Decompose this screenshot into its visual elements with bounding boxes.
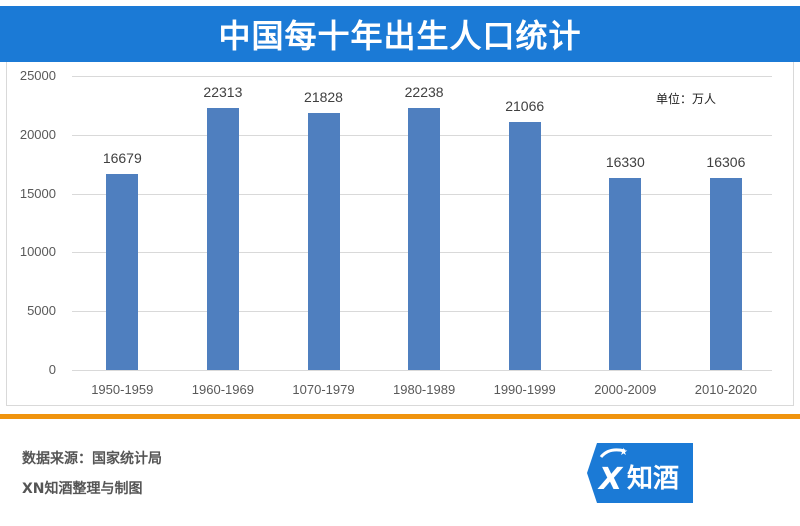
y-axis-tick-label: 0 — [48, 362, 56, 377]
y-axis-tick-label: 20000 — [19, 126, 56, 142]
bar-value-label: 22238 — [404, 84, 444, 101]
gridline — [72, 76, 772, 77]
bar — [609, 177, 642, 370]
bar-value-label: 21828 — [304, 89, 343, 106]
x-axis-tick-label: 2000-2009 — [594, 382, 657, 397]
bar-value-label: 16679 — [102, 149, 142, 166]
chart-title-banner: 中国每十年出生人口统计 — [0, 6, 800, 62]
bar-value-label: 22313 — [203, 83, 243, 100]
bar — [106, 173, 139, 370]
page-title: 中国每十年出生人口统计 — [218, 17, 582, 55]
x-axis-tick-label: 2010-2020 — [694, 382, 757, 397]
divider-line — [0, 414, 800, 419]
x-axis-tick-label: 1950-1959 — [91, 382, 154, 397]
bar-value-label: 16330 — [605, 153, 645, 170]
logo-icon: ★ X 知酒 — [587, 443, 693, 503]
x-axis-tick-label: 1980-1989 — [393, 382, 456, 397]
gridline — [72, 370, 772, 371]
y-axis-tick-label: 25000 — [19, 68, 56, 83]
source-text: 数据来源：国家统计局 — [22, 451, 162, 467]
unit-label: 单位：万人 — [656, 92, 717, 106]
bar — [206, 107, 239, 370]
bar-value-label: 21066 — [505, 98, 545, 115]
bar — [408, 108, 441, 370]
x-axis-tick-label: 1070-1979 — [292, 382, 355, 397]
y-axis-tick-label: 10000 — [19, 244, 56, 260]
bar — [709, 178, 742, 370]
zhijiu-logo: ★ X 知酒 — [585, 441, 695, 505]
bar — [508, 122, 541, 370]
bar — [307, 113, 340, 370]
bar-value-label: 16306 — [706, 154, 746, 171]
y-axis-tick-label: 15000 — [19, 185, 56, 201]
x-axis-tick-label: 1960-1969 — [191, 382, 254, 397]
svg-text:X: X — [597, 462, 624, 497]
svg-text:★: ★ — [619, 447, 628, 458]
x-axis-tick-label: 1990-1999 — [493, 382, 556, 397]
svg-text:知酒: 知酒 — [627, 464, 679, 494]
y-axis-tick-label: 5000 — [27, 303, 56, 319]
credit-text: XN知酒整理与制图 — [22, 481, 143, 497]
